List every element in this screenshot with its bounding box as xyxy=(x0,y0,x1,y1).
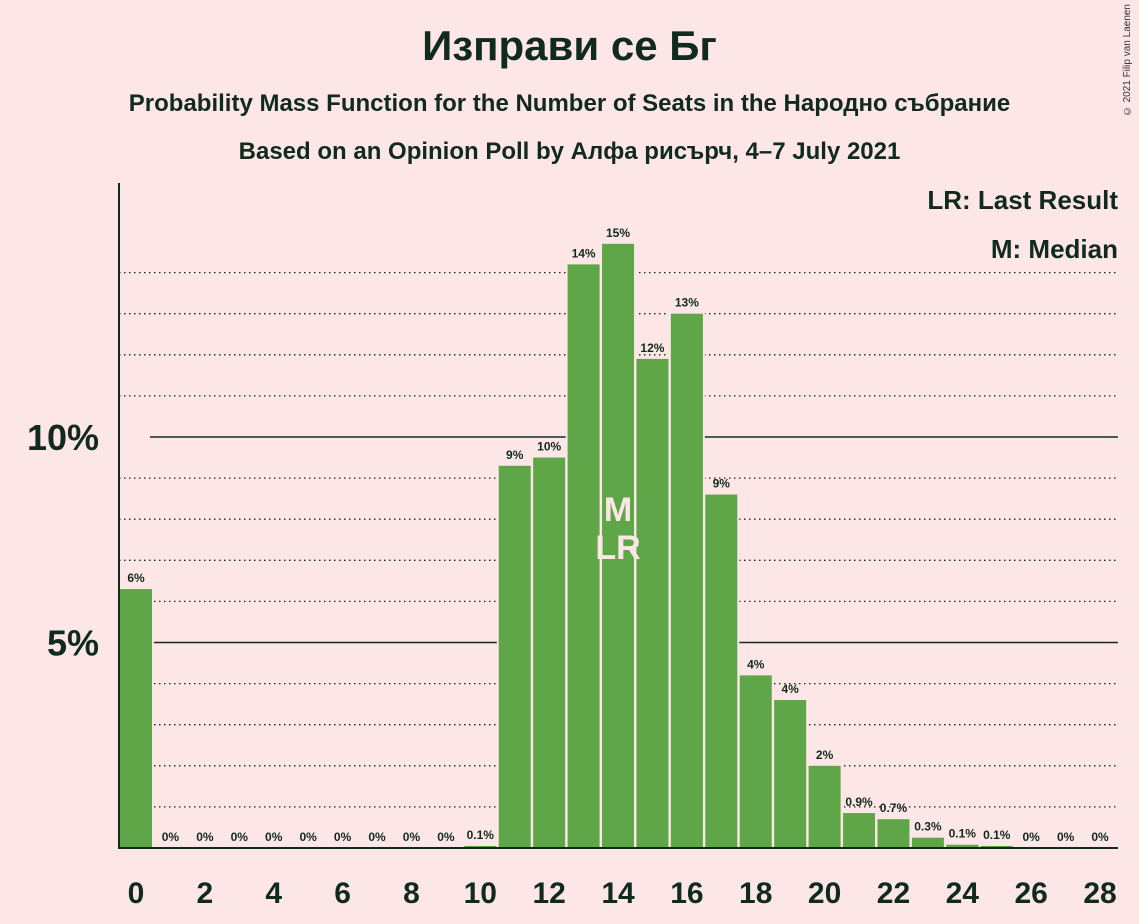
last-result-marker: LR xyxy=(595,529,640,567)
axes: 5%10%0 2 4 6 8 10 12 14 16 18 20 22 24 26 28 xyxy=(27,183,1118,910)
chart-source: Based on an Opinion Poll by Алфа рисърч,… xyxy=(238,138,901,165)
data-label: 0.9% xyxy=(845,795,873,809)
x-tick-label: 28 xyxy=(1083,877,1116,910)
data-label: 13% xyxy=(675,296,699,310)
bar xyxy=(567,264,600,848)
bar xyxy=(739,675,772,848)
bar xyxy=(946,844,979,848)
data-label: 0% xyxy=(1057,830,1075,844)
data-label: 4% xyxy=(781,682,799,696)
data-label: 14% xyxy=(572,246,596,260)
bar xyxy=(533,457,566,848)
data-label: 2% xyxy=(816,748,834,762)
bar xyxy=(464,845,497,848)
data-label: 0.3% xyxy=(914,820,942,834)
bar xyxy=(670,313,703,848)
data-label: 15% xyxy=(606,226,630,240)
bar xyxy=(602,243,635,848)
bar xyxy=(636,358,669,848)
data-label: 0% xyxy=(368,830,386,844)
data-label: 0% xyxy=(299,830,317,844)
data-label: 0.1% xyxy=(949,827,977,841)
chart-subtitle: Probability Mass Function for the Number… xyxy=(128,90,1011,117)
x-tick-label: 8 xyxy=(403,877,420,910)
data-label: 0.1% xyxy=(467,828,495,842)
x-tick-label: 6 xyxy=(334,877,351,910)
x-tick-label: 24 xyxy=(946,877,980,910)
bar xyxy=(808,765,841,848)
data-label: 0% xyxy=(403,830,421,844)
data-label: 0% xyxy=(231,830,249,844)
data-label: 4% xyxy=(747,657,765,671)
bar xyxy=(843,813,876,848)
x-tick-label: 26 xyxy=(1014,877,1047,910)
x-tick-label: 18 xyxy=(739,877,772,910)
bar xyxy=(877,819,910,848)
x-tick-label: 16 xyxy=(670,877,703,910)
data-label: 0% xyxy=(196,830,214,844)
bar xyxy=(498,465,531,848)
data-label: 9% xyxy=(713,477,731,491)
data-label: 0% xyxy=(437,830,455,844)
bar xyxy=(120,589,152,848)
x-tick-label: 12 xyxy=(532,877,565,910)
x-tick-label: 4 xyxy=(265,877,282,910)
data-labels: 6% 0% 0% 0% 0% 0% 0% 0% 0% 0% 0.1% 9% 10% 14% 15% 12% 13… xyxy=(127,226,1109,844)
legend-median: M: Median xyxy=(991,234,1118,264)
data-label: 0% xyxy=(265,830,283,844)
data-label: 6% xyxy=(127,571,145,585)
data-label: 0% xyxy=(162,830,180,844)
y-tick-label: 5% xyxy=(47,623,99,664)
bars xyxy=(118,241,1015,848)
data-label: 12% xyxy=(640,341,664,355)
x-tick-label: 22 xyxy=(877,877,910,910)
data-label: 0.1% xyxy=(983,828,1011,842)
x-tick-label: 2 xyxy=(197,877,214,910)
y-tick-label: 10% xyxy=(27,417,99,458)
chart-title: Изправи се Бг xyxy=(422,22,717,69)
data-label: 0% xyxy=(1091,830,1109,844)
x-tick-label: 0 xyxy=(128,877,145,910)
data-label: 9% xyxy=(506,448,524,462)
x-tick-label: 14 xyxy=(601,877,635,910)
data-label: 0% xyxy=(1023,830,1041,844)
median-marker: M xyxy=(604,491,632,529)
data-label: 10% xyxy=(537,440,561,454)
bar xyxy=(911,837,944,848)
data-label: 0% xyxy=(334,830,352,844)
bar xyxy=(980,845,1013,848)
grid-lines xyxy=(119,271,1118,808)
bar xyxy=(774,700,807,848)
bar xyxy=(705,494,738,848)
data-label: 0.7% xyxy=(880,801,908,815)
legend-last-result: LR: Last Result xyxy=(927,185,1118,215)
x-tick-label: 10 xyxy=(464,877,497,910)
x-tick-label: 20 xyxy=(808,877,841,910)
